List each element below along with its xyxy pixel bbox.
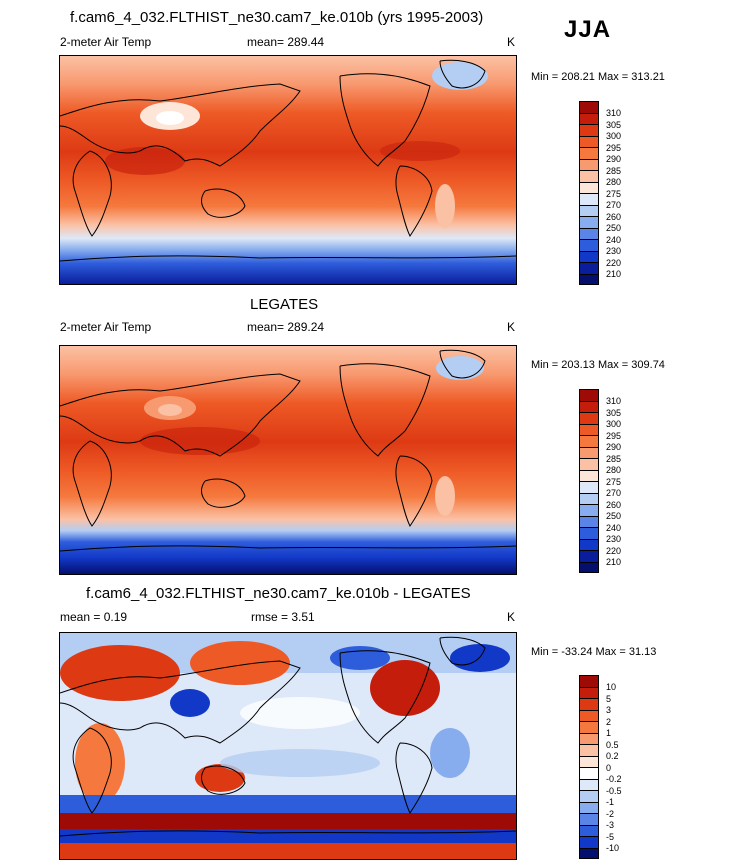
cbar-3-label: 0 [606, 762, 612, 773]
panel-1-map-svg [60, 56, 516, 284]
cbar-3-label: 3 [606, 705, 612, 715]
cbar-3-label: 5 [606, 693, 612, 704]
cbar-1-label: 275 [606, 188, 622, 199]
colorbar-1 [579, 101, 599, 285]
cbar-3-label: -2 [606, 808, 615, 819]
cbar-1-label: 295 [606, 142, 622, 153]
coast-antarctica [60, 255, 516, 262]
cbar-1-label: 285 [606, 165, 622, 176]
coast-africa [72, 150, 112, 237]
greenland-cold-spot [432, 62, 488, 90]
panel-2-variable: 2-meter Air Temp [60, 320, 152, 334]
cbar-2-label: 310 [606, 396, 622, 406]
panel-1-mean: mean= 289.44 [247, 35, 325, 49]
panel-2-title: LEGATES [250, 296, 319, 313]
panel-2-minmax: Min = 203.13 Max = 309.74 [531, 359, 665, 371]
coast-greenland [439, 59, 486, 89]
cbar-1-label: 300 [606, 131, 622, 141]
panel-3-units: K [507, 610, 516, 624]
coast-south-america [395, 165, 433, 237]
panel-3-title: f.cam6_4_032.FLTHIST_ne30.cam7_ke.010b -… [86, 585, 471, 602]
colorbar-2 [579, 389, 599, 573]
panel-1-map [59, 55, 517, 285]
cbar-1-label: 280 [606, 177, 622, 187]
panel-1-minmax: Min = 208.21 Max = 313.21 [531, 71, 665, 83]
coast-australia [201, 188, 246, 218]
panel-2-field [60, 346, 516, 574]
panel-1-title: f.cam6_4_032.FLTHIST_ne30.cam7_ke.010b (… [70, 9, 484, 26]
cbar-1-label: 210 [606, 269, 622, 279]
cbar-2-label: 295 [606, 430, 622, 441]
panel-1-units: K [507, 35, 516, 49]
cbar-3-label: -0.5 [606, 785, 622, 796]
panel-3-mean: mean = 0.19 [60, 610, 128, 624]
cbar-2-label: 230 [606, 534, 622, 544]
panel-2-units: K [507, 320, 516, 334]
cbar-3-label: 2 [606, 716, 612, 727]
coast-eurasia [60, 83, 301, 167]
cbar-1-label: 240 [606, 234, 622, 245]
panel-2-mean: mean= 289.24 [247, 320, 325, 334]
cbar-2-label: 280 [606, 465, 622, 475]
cbar-3-label: -3 [606, 820, 615, 830]
season-label: JJA [564, 16, 612, 43]
cbar-1-label: 230 [606, 246, 622, 256]
cbar-1-label: 250 [606, 223, 622, 233]
panel-3-rmse: rmse = 3.51 [251, 610, 315, 624]
cbar-3-label: -1 [606, 797, 615, 807]
colorbar-3 [579, 675, 599, 859]
cbar-1-label: 220 [606, 257, 622, 268]
cbar-2-label: 270 [606, 488, 622, 498]
cbar-2-label: 220 [606, 545, 622, 556]
coast-north-america [339, 73, 431, 167]
cbar-2-label: 305 [606, 407, 622, 418]
cbar-2-label: 240 [606, 522, 622, 533]
cbar-3-label: 1 [606, 728, 612, 738]
panel-3-minmax: Min = -33.24 Max = 31.13 [531, 646, 657, 658]
panel-3-map-svg [60, 633, 516, 859]
cbar-2-label: 250 [606, 511, 622, 521]
cbar-1-label: 310 [606, 108, 622, 118]
panel-3-map [59, 632, 517, 860]
cbar-2-label: 290 [606, 442, 622, 452]
panel-1-variable: 2-meter Air Temp [60, 35, 152, 49]
panel-2-map [59, 345, 517, 575]
cbar-2-label: 300 [606, 419, 622, 429]
cbar-3-label: 0.2 [606, 751, 619, 761]
cbar-3-label: -0.2 [606, 774, 622, 784]
cbar-1-label: 270 [606, 200, 622, 210]
cbar-3-label: 10 [606, 682, 617, 692]
cbar-3-label: -10 [606, 843, 620, 853]
cbar-1-label: 260 [606, 211, 622, 222]
cbar-2-label: 275 [606, 476, 622, 487]
andes-cool-spot [435, 184, 455, 228]
cbar-1-label: 290 [606, 154, 622, 164]
cbar-2-label: 210 [606, 557, 622, 567]
cbar-1-label: 305 [606, 119, 622, 130]
cbar-2-label: 285 [606, 453, 622, 464]
cbar-2-label: 260 [606, 499, 622, 510]
cbar-3-label: -5 [606, 831, 615, 842]
cbar-3-label: 0.5 [606, 739, 619, 750]
panel-2-map-svg [60, 346, 516, 574]
